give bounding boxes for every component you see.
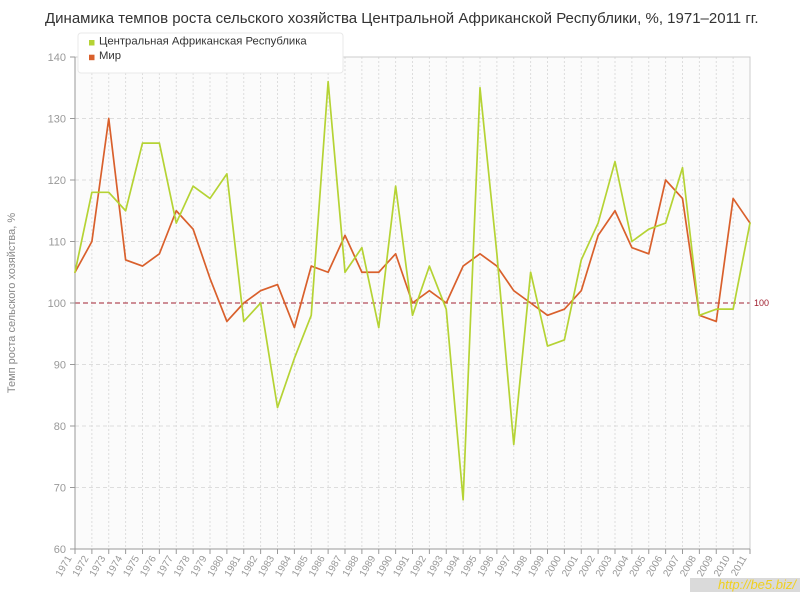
- svg-text:1991: 1991: [391, 554, 412, 579]
- svg-text:70: 70: [54, 483, 66, 495]
- svg-text:2002: 2002: [577, 554, 598, 579]
- svg-text:1998: 1998: [510, 554, 531, 579]
- svg-text:2006: 2006: [645, 554, 666, 579]
- svg-text:120: 120: [48, 175, 66, 187]
- svg-text:110: 110: [48, 237, 66, 249]
- svg-text:1993: 1993: [425, 554, 446, 579]
- svg-text:1984: 1984: [273, 554, 294, 579]
- svg-text:Центральная Африканская Респуб: Центральная Африканская Республика: [99, 36, 307, 48]
- svg-text:Мир: Мир: [99, 50, 121, 62]
- svg-text:1977: 1977: [155, 554, 176, 579]
- svg-text:Темп роста сельского хозяйства: Темп роста сельского хозяйства, %: [6, 213, 18, 394]
- svg-text:100: 100: [48, 298, 66, 310]
- svg-text:2001: 2001: [560, 554, 581, 579]
- svg-text:1995: 1995: [459, 554, 480, 579]
- svg-text:1986: 1986: [307, 554, 328, 579]
- svg-text:2005: 2005: [628, 554, 649, 579]
- svg-text:2003: 2003: [594, 554, 615, 579]
- svg-text:1972: 1972: [71, 554, 92, 579]
- svg-text:1989: 1989: [358, 554, 379, 579]
- svg-text:2009: 2009: [695, 554, 716, 579]
- svg-text:130: 130: [48, 114, 66, 126]
- svg-text:1980: 1980: [206, 554, 227, 579]
- svg-text:100: 100: [754, 298, 769, 308]
- svg-text:2008: 2008: [678, 554, 699, 579]
- svg-text:2011: 2011: [729, 554, 749, 579]
- svg-text:2010: 2010: [712, 554, 733, 579]
- svg-text:1976: 1976: [138, 554, 159, 579]
- svg-text:1971: 1971: [54, 554, 75, 579]
- svg-text:1996: 1996: [476, 554, 497, 579]
- svg-text:1994: 1994: [442, 554, 463, 579]
- svg-text:1987: 1987: [324, 554, 345, 579]
- svg-text:1979: 1979: [189, 554, 210, 579]
- svg-text:2000: 2000: [543, 554, 564, 579]
- svg-text:1978: 1978: [172, 554, 193, 579]
- svg-text:http://be5.biz/: http://be5.biz/: [718, 577, 797, 592]
- svg-text:1990: 1990: [375, 554, 396, 579]
- svg-text:2004: 2004: [611, 554, 632, 579]
- svg-text:1999: 1999: [526, 554, 547, 579]
- svg-text:80: 80: [54, 421, 66, 433]
- svg-text:1982: 1982: [240, 554, 261, 579]
- svg-text:90: 90: [54, 360, 66, 372]
- svg-text:1975: 1975: [121, 554, 142, 579]
- svg-text:1992: 1992: [408, 554, 429, 579]
- svg-text:1973: 1973: [88, 554, 109, 579]
- svg-text:1997: 1997: [493, 554, 514, 579]
- svg-text:1983: 1983: [256, 554, 277, 579]
- svg-text:1985: 1985: [290, 554, 311, 579]
- svg-text:140: 140: [48, 52, 66, 64]
- svg-text:1974: 1974: [105, 554, 126, 579]
- svg-text:2007: 2007: [661, 554, 682, 579]
- svg-text:1988: 1988: [341, 554, 362, 579]
- svg-text:1981: 1981: [223, 554, 244, 579]
